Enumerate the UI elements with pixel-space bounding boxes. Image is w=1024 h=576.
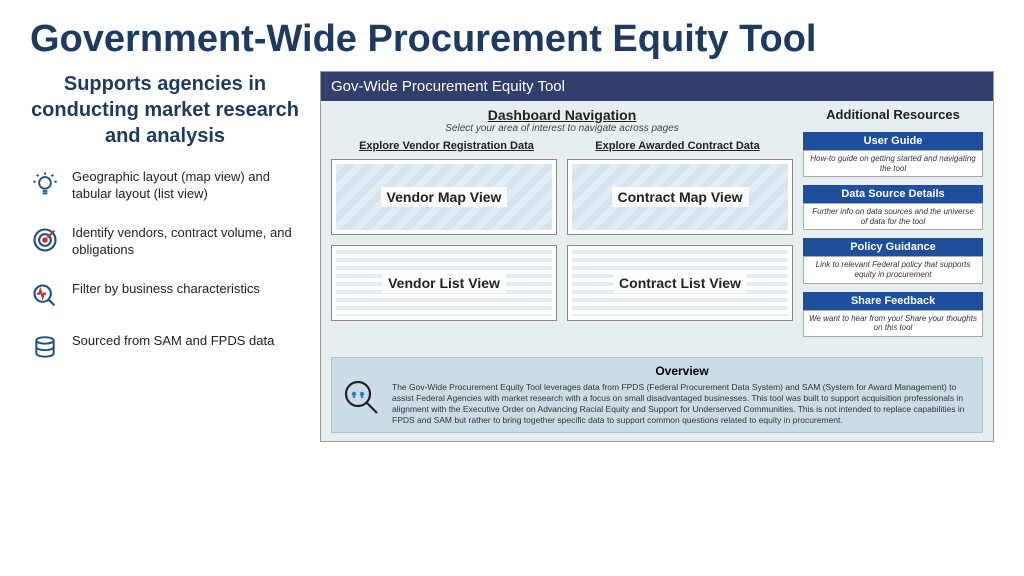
contract-list-tile[interactable]: Contract List View (567, 245, 793, 321)
resource-card[interactable]: Data Source Details Further info on data… (803, 185, 983, 230)
resource-head: User Guide (803, 132, 983, 150)
database-icon (30, 333, 60, 363)
tool-body: Dashboard Navigation Select your area of… (321, 101, 993, 353)
dashboard-title: Dashboard Navigation (331, 107, 793, 123)
explore-contract-link[interactable]: Explore Awarded Contract Data (574, 140, 782, 153)
feature-text: Identify vendors, contract volume, and o… (72, 225, 300, 259)
explore-vendor-link[interactable]: Explore Vendor Registration Data (343, 140, 551, 153)
tile-label: Contract List View (613, 273, 747, 293)
contract-map-tile[interactable]: Contract Map View (567, 159, 793, 235)
resource-body: We want to hear from you! Share your tho… (803, 310, 983, 337)
feature-text: Geographic layout (map view) and tabular… (72, 169, 300, 203)
resource-head: Share Feedback (803, 292, 983, 310)
dashboard-column: Dashboard Navigation Select your area of… (331, 107, 793, 345)
feature-item: Identify vendors, contract volume, and o… (30, 225, 300, 259)
lightbulb-icon (30, 169, 60, 199)
resource-card[interactable]: Policy Guidance Link to relevant Federal… (803, 238, 983, 283)
vendor-map-tile[interactable]: Vendor Map View (331, 159, 557, 235)
overview-magnifier-icon (342, 378, 382, 418)
resource-card[interactable]: Share Feedback We want to hear from you!… (803, 292, 983, 337)
tile-label: Contract Map View (612, 187, 749, 207)
resource-head: Policy Guidance (803, 238, 983, 256)
feature-item: Geographic layout (map view) and tabular… (30, 169, 300, 203)
overview-title: Overview (392, 364, 972, 378)
vendor-list-tile[interactable]: Vendor List View (331, 245, 557, 321)
resource-head: Data Source Details (803, 185, 983, 203)
main-layout: Supports agencies in conducting market r… (0, 71, 1024, 442)
feature-text: Sourced from SAM and FPDS data (72, 333, 274, 350)
page-title: Government-Wide Procurement Equity Tool (0, 0, 1024, 71)
target-icon (30, 225, 60, 255)
resource-body: How-to guide on getting started and navi… (803, 150, 983, 177)
tool-header: Gov-Wide Procurement Equity Tool (321, 72, 993, 101)
left-column: Supports agencies in conducting market r… (30, 71, 300, 442)
resource-body: Further info on data sources and the uni… (803, 203, 983, 230)
magnifier-pulse-icon (30, 281, 60, 311)
resources-title: Additional Resources (803, 107, 983, 122)
tile-label: Vendor Map View (381, 187, 508, 207)
overview-text: The Gov-Wide Procurement Equity Tool lev… (392, 382, 972, 426)
feature-text: Filter by business characteristics (72, 281, 260, 298)
feature-item: Filter by business characteristics (30, 281, 300, 311)
tool-screenshot: Gov-Wide Procurement Equity Tool Dashboa… (320, 71, 994, 442)
dashboard-subtitle: Select your area of interest to navigate… (331, 123, 793, 134)
subtitle: Supports agencies in conducting market r… (30, 71, 300, 149)
tile-grid: Vendor Map View Contract Map View Vendor… (331, 159, 793, 321)
dashboard-links: Explore Vendor Registration Data Explore… (331, 140, 793, 153)
resource-body: Link to relevant Federal policy that sup… (803, 256, 983, 283)
feature-item: Sourced from SAM and FPDS data (30, 333, 300, 363)
overview-panel: Overview The Gov-Wide Procurement Equity… (331, 357, 983, 433)
resources-column: Additional Resources User Guide How-to g… (803, 107, 983, 345)
resource-card[interactable]: User Guide How-to guide on getting start… (803, 132, 983, 177)
tile-label: Vendor List View (382, 273, 506, 293)
